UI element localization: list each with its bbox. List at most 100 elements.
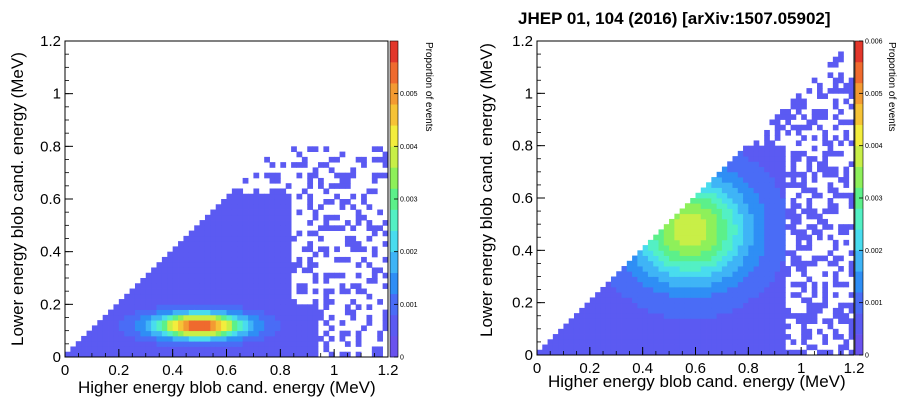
heatmap-cell — [75, 346, 82, 353]
heatmap-cell — [748, 292, 755, 298]
heatmap-cell — [156, 325, 163, 332]
heatmap-cell — [780, 187, 786, 194]
heatmap-cell — [721, 313, 728, 319]
heatmap-cell — [124, 330, 130, 337]
heatmap-cell — [658, 297, 665, 304]
heatmap-cell — [264, 230, 270, 237]
heatmap-cell — [653, 286, 659, 293]
heatmap-cell — [280, 209, 287, 216]
heatmap-cell — [296, 304, 303, 310]
heatmap-cell — [237, 246, 244, 253]
heatmap-cell — [716, 213, 723, 220]
heatmap-cell — [167, 251, 174, 258]
right-heatmap-cells — [537, 51, 855, 356]
heatmap-cell — [780, 145, 786, 152]
heatmap-cell — [124, 293, 130, 300]
heatmap-cell — [167, 256, 174, 263]
heatmap-cell — [215, 299, 222, 305]
heatmap-cell — [711, 334, 718, 340]
heatmap-cell — [700, 292, 707, 298]
heatmap-cell — [355, 304, 362, 310]
heatmap-cell — [774, 307, 781, 314]
heatmap-cell — [616, 271, 622, 277]
heatmap-cell — [579, 349, 585, 356]
heatmap-cell — [280, 341, 287, 347]
heatmap-cell — [199, 278, 206, 284]
right-y-tick-label: 0 — [525, 347, 533, 364]
heatmap-cell — [727, 255, 733, 262]
heatmap-cell — [822, 109, 828, 115]
left-x-tick-label: 0.6 — [216, 362, 237, 379]
heatmap-cell — [711, 218, 718, 225]
heatmap-cell — [764, 334, 770, 340]
heatmap-cell — [727, 161, 733, 167]
heatmap-cell — [134, 351, 141, 358]
left-y-axis-title: Lower energy blob cand. energy (MeV) — [8, 52, 27, 346]
heatmap-cell — [711, 182, 718, 188]
heatmap-cell — [790, 255, 797, 262]
heatmap-cell — [145, 278, 152, 284]
heatmap-cell — [838, 177, 844, 183]
heatmap-cell — [758, 245, 765, 251]
heatmap-cell — [194, 246, 200, 253]
heatmap-cell — [350, 172, 357, 179]
heatmap-cell — [848, 307, 855, 314]
heatmap-cell — [780, 208, 786, 215]
heatmap-cell — [753, 318, 760, 324]
heatmap-cell — [296, 162, 303, 168]
heatmap-cell — [242, 199, 249, 205]
heatmap-cell — [764, 292, 770, 298]
heatmap-cell — [280, 293, 287, 300]
heatmap-cell — [221, 299, 227, 305]
heatmap-cell — [595, 307, 601, 314]
heatmap-cell — [774, 302, 781, 309]
heatmap-cell — [237, 304, 244, 310]
heatmap-cell — [151, 293, 157, 300]
heatmap-cell — [721, 292, 728, 298]
right-colorbar-tick-label: 0.003 — [865, 196, 883, 203]
heatmap-cell — [183, 309, 190, 316]
heatmap-cell — [605, 292, 612, 298]
heatmap-cell — [684, 349, 691, 356]
heatmap-cell — [684, 208, 691, 215]
heatmap-cell — [626, 276, 633, 283]
heatmap-cell — [753, 156, 760, 162]
heatmap-cell — [124, 351, 130, 358]
heatmap-cell — [231, 272, 238, 279]
heatmap-cell — [595, 334, 601, 340]
heatmap-cell — [674, 276, 681, 283]
heatmap-cell — [231, 262, 238, 268]
heatmap-cell — [108, 346, 114, 353]
heatmap-cell — [221, 225, 227, 231]
heatmap-cell — [366, 314, 373, 321]
heatmap-cell — [589, 323, 596, 330]
heatmap-cell — [269, 256, 276, 263]
heatmap-cell — [758, 198, 765, 204]
heatmap-cell — [258, 225, 265, 231]
heatmap-cell — [753, 177, 760, 183]
heatmap-cell — [194, 225, 200, 231]
heatmap-cell — [563, 328, 570, 335]
heatmap-cell — [827, 250, 834, 256]
left-y-tick-label: 1 — [53, 86, 61, 103]
heatmap-cell — [140, 320, 147, 326]
heatmap-cell — [361, 246, 367, 253]
heatmap-cell — [573, 328, 580, 335]
heatmap-cell — [774, 177, 781, 183]
heatmap-cell — [658, 276, 665, 283]
heatmap-cell — [758, 271, 765, 277]
heatmap-cell — [721, 339, 728, 345]
heatmap-cell — [732, 161, 739, 167]
heatmap-cell — [285, 304, 292, 310]
heatmap-cell — [258, 256, 265, 263]
heatmap-cell — [563, 339, 570, 345]
heatmap-cell — [695, 266, 702, 272]
heatmap-cell — [108, 314, 114, 321]
heatmap-cell — [817, 302, 823, 309]
heatmap-cell — [843, 135, 850, 141]
heatmap-cell — [178, 330, 184, 337]
heatmap-cell — [848, 318, 855, 324]
heatmap-cell — [382, 272, 389, 279]
heatmap-cell — [748, 145, 755, 152]
heatmap-cell — [323, 272, 330, 279]
